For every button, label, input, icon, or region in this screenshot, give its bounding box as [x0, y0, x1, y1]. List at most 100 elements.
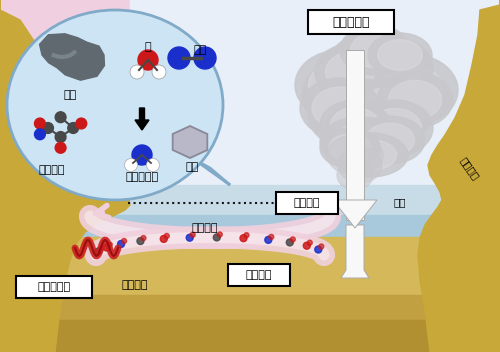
- Ellipse shape: [350, 32, 400, 68]
- Text: 脇水重合: 脇水重合: [122, 280, 148, 290]
- Circle shape: [107, 242, 112, 247]
- Ellipse shape: [332, 133, 408, 177]
- Bar: [0, 215, 500, 260]
- Ellipse shape: [324, 90, 396, 140]
- Ellipse shape: [338, 109, 402, 151]
- Circle shape: [55, 132, 66, 143]
- Ellipse shape: [312, 87, 368, 129]
- Ellipse shape: [302, 53, 418, 137]
- Ellipse shape: [368, 108, 422, 147]
- Circle shape: [76, 118, 86, 129]
- Text: タンパク質: タンパク質: [38, 282, 70, 292]
- Circle shape: [286, 239, 294, 246]
- Ellipse shape: [320, 100, 390, 150]
- Bar: [0, 185, 500, 255]
- Ellipse shape: [350, 54, 420, 107]
- Circle shape: [186, 234, 193, 241]
- Ellipse shape: [308, 79, 412, 151]
- Circle shape: [68, 122, 78, 133]
- Circle shape: [103, 244, 110, 251]
- Ellipse shape: [327, 135, 383, 175]
- Ellipse shape: [345, 77, 435, 143]
- Ellipse shape: [366, 123, 414, 157]
- Text: アンモニア: アンモニア: [126, 172, 158, 182]
- Ellipse shape: [328, 33, 412, 97]
- FancyBboxPatch shape: [276, 192, 338, 214]
- Circle shape: [269, 234, 274, 239]
- Ellipse shape: [377, 72, 453, 128]
- Circle shape: [132, 145, 152, 165]
- Ellipse shape: [357, 38, 433, 98]
- Text: 脇水重合: 脇水重合: [192, 223, 218, 233]
- Circle shape: [55, 143, 66, 153]
- Circle shape: [124, 158, 138, 171]
- Circle shape: [290, 237, 296, 242]
- Bar: [346, 50, 364, 220]
- Text: 衝突蕎気雲: 衝突蕎気雲: [332, 15, 370, 29]
- Polygon shape: [418, 0, 500, 352]
- Circle shape: [146, 158, 160, 171]
- Circle shape: [304, 242, 310, 249]
- Ellipse shape: [362, 54, 458, 126]
- Circle shape: [141, 235, 146, 240]
- Ellipse shape: [378, 40, 422, 70]
- Text: 隔石衝突: 隔石衝突: [458, 155, 480, 181]
- Ellipse shape: [320, 117, 400, 167]
- Ellipse shape: [338, 147, 382, 183]
- Polygon shape: [333, 200, 377, 228]
- Ellipse shape: [330, 107, 380, 143]
- Ellipse shape: [320, 65, 400, 124]
- Ellipse shape: [326, 52, 374, 92]
- Circle shape: [190, 232, 195, 237]
- Ellipse shape: [300, 78, 380, 138]
- Circle shape: [164, 233, 170, 238]
- Text: 堆積: 堆積: [393, 197, 406, 207]
- Circle shape: [168, 47, 190, 69]
- Circle shape: [152, 65, 166, 79]
- Polygon shape: [0, 0, 130, 352]
- Ellipse shape: [368, 47, 422, 89]
- Circle shape: [308, 240, 312, 245]
- Circle shape: [130, 65, 144, 79]
- Polygon shape: [195, 160, 230, 185]
- Text: 水: 水: [144, 42, 152, 52]
- Text: ペプチド: ペプチド: [246, 270, 272, 280]
- Bar: [0, 295, 500, 352]
- Ellipse shape: [325, 100, 415, 160]
- FancyBboxPatch shape: [228, 264, 290, 286]
- Circle shape: [218, 232, 222, 237]
- Circle shape: [240, 235, 247, 242]
- Polygon shape: [341, 225, 369, 278]
- Ellipse shape: [337, 160, 373, 190]
- Circle shape: [318, 195, 324, 202]
- Ellipse shape: [329, 134, 371, 162]
- Text: 窒素: 窒素: [194, 45, 206, 55]
- Ellipse shape: [340, 25, 410, 75]
- Ellipse shape: [335, 42, 435, 118]
- Ellipse shape: [357, 100, 433, 156]
- Ellipse shape: [388, 80, 442, 120]
- FancyBboxPatch shape: [308, 10, 394, 34]
- Polygon shape: [172, 126, 208, 158]
- Circle shape: [42, 122, 54, 133]
- Ellipse shape: [355, 116, 425, 164]
- Circle shape: [214, 234, 220, 241]
- Circle shape: [265, 237, 272, 243]
- Circle shape: [138, 50, 158, 70]
- Circle shape: [55, 112, 66, 122]
- Circle shape: [34, 129, 46, 140]
- Text: 粘土: 粘土: [186, 162, 198, 172]
- Circle shape: [194, 47, 216, 69]
- Ellipse shape: [315, 44, 385, 100]
- Ellipse shape: [340, 43, 400, 87]
- Circle shape: [315, 246, 322, 253]
- Bar: [130, 0, 500, 192]
- Ellipse shape: [295, 50, 385, 120]
- Polygon shape: [40, 34, 104, 80]
- Ellipse shape: [368, 33, 432, 77]
- Circle shape: [160, 235, 168, 243]
- Circle shape: [98, 246, 103, 251]
- Circle shape: [319, 244, 324, 249]
- Bar: [0, 237, 500, 302]
- Circle shape: [244, 233, 249, 238]
